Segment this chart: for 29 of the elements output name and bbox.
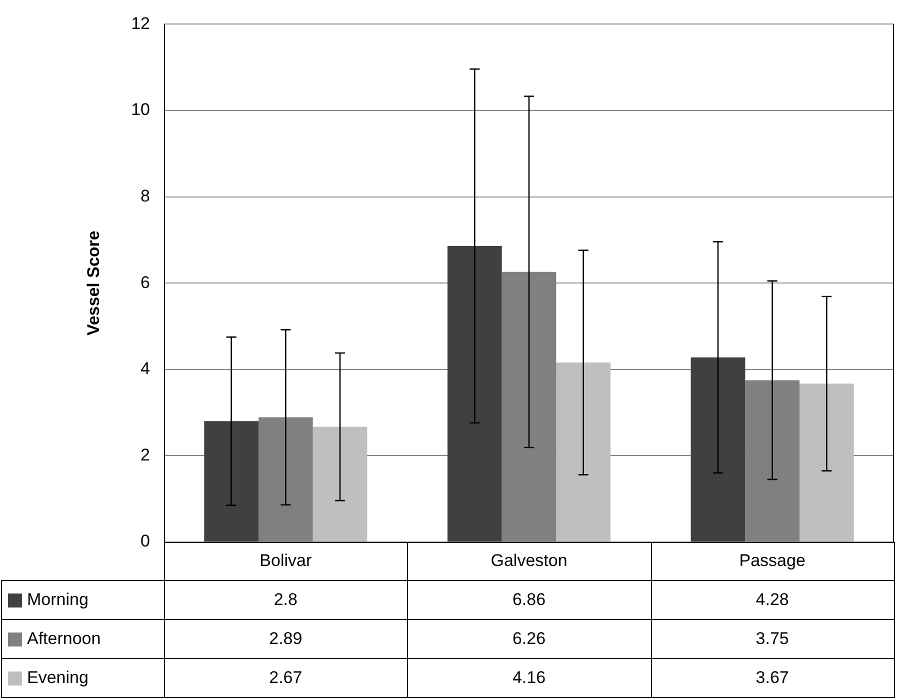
y-tick-label: 4 [140,359,150,378]
y-tick-label: 0 [140,532,150,551]
data-label: 6.26 [512,629,546,648]
bar [204,421,258,542]
y-tick-label: 12 [131,14,150,33]
legend-label: Morning [27,590,88,610]
y-tick-label: 8 [140,186,150,206]
data-label: 2.89 [269,629,302,648]
bar [800,384,854,542]
x-tick-label: Bolivar [260,551,312,570]
data-label: 6.86 [512,590,546,610]
legend-label: Afternoon [27,629,101,648]
data-label: 3.67 [756,668,789,688]
y-tick-label: 2 [140,445,150,464]
y-tick-label: 6 [140,272,150,292]
x-tick-label: Galveston [490,551,568,570]
legend-label: Evening [27,668,88,688]
data-label: 4.16 [512,668,546,688]
y-tick-label: 10 [131,100,150,120]
y-axis-title: Vessel Score [84,230,103,336]
data-label: 2.8 [274,590,298,610]
data-label: 4.28 [756,590,789,610]
bar [312,426,368,542]
bar [447,246,502,542]
data-label: 3.75 [756,629,789,648]
x-tick-label: Passage [739,551,806,570]
bar [556,362,611,542]
data-label: 2.67 [269,668,302,688]
bar [690,357,746,542]
